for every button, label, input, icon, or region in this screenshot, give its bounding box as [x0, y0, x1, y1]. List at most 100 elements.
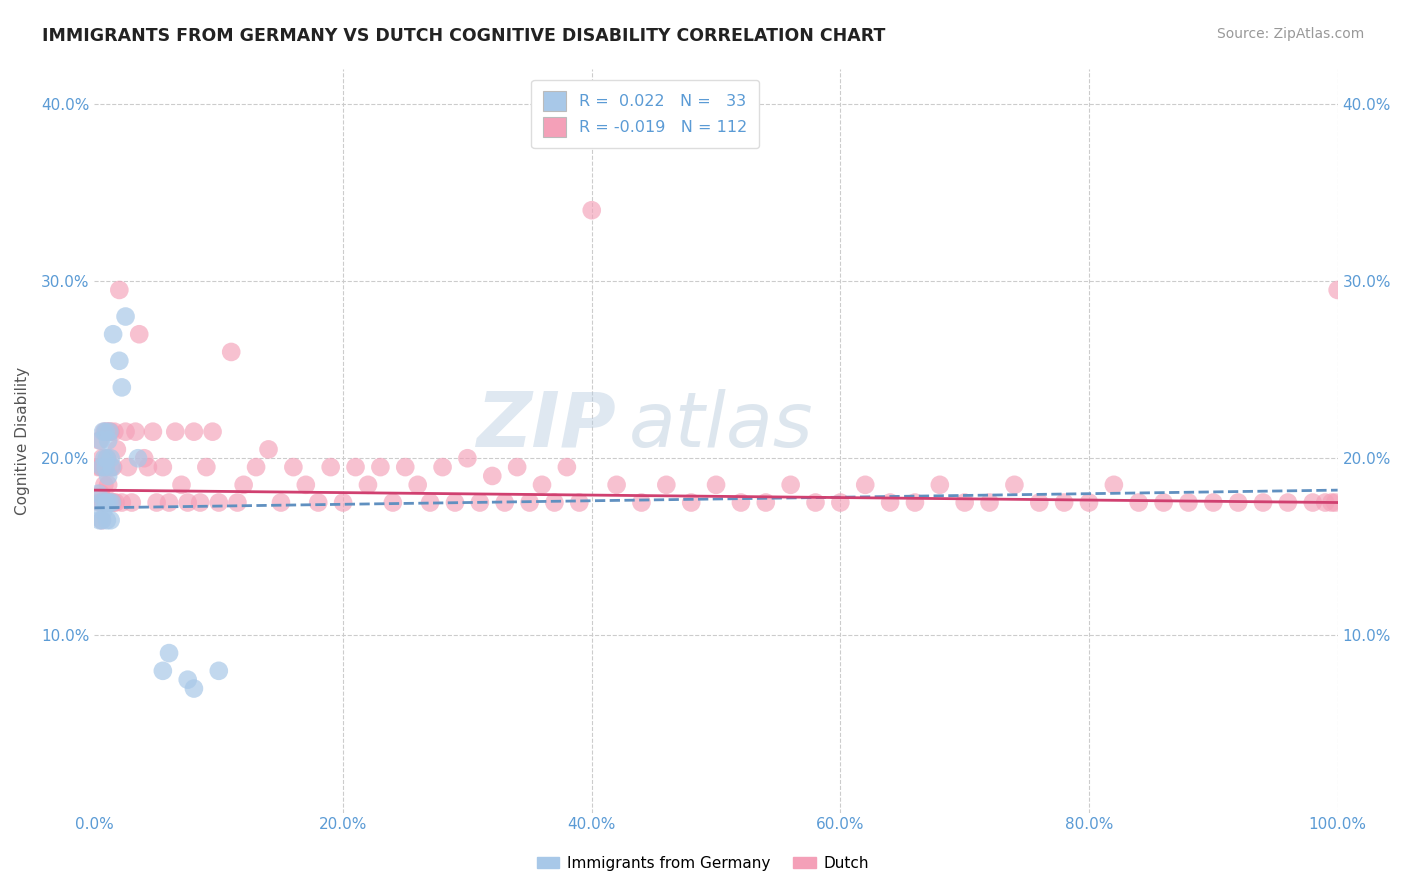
Point [91, 504, 114, 518]
Point [177, 673, 200, 687]
Point [134, 451, 156, 466]
Point [1227, 495, 1250, 509]
Point [456, 451, 478, 466]
Point [114, 425, 136, 439]
Point [94, 495, 117, 509]
Point [100, 451, 122, 466]
Point [257, 442, 280, 457]
Point [152, 460, 174, 475]
Point [219, 345, 242, 359]
Point [1002, 478, 1025, 492]
Point [177, 495, 200, 509]
Point [90, 495, 112, 509]
Point [183, 681, 205, 696]
Point [90, 460, 112, 475]
Point [101, 495, 124, 509]
Point [101, 327, 124, 342]
Point [127, 451, 149, 466]
Point [904, 495, 927, 509]
Point [90, 434, 112, 448]
Point [1078, 495, 1101, 509]
Text: Source: ZipAtlas.com: Source: ZipAtlas.com [1216, 27, 1364, 41]
Point [108, 353, 131, 368]
Point [124, 425, 146, 439]
Point [89, 434, 111, 448]
Legend: Immigrants from Germany, Dutch: Immigrants from Germany, Dutch [530, 850, 876, 877]
Point [96, 451, 118, 466]
Y-axis label: Cognitive Disability: Cognitive Disability [15, 367, 30, 515]
Point [157, 495, 180, 509]
Point [97, 434, 120, 448]
Point [101, 495, 124, 509]
Point [93, 425, 115, 439]
Point [581, 203, 603, 218]
Point [142, 425, 165, 439]
Point [381, 495, 404, 509]
Point [100, 460, 122, 475]
Point [953, 495, 976, 509]
Point [332, 495, 354, 509]
Point [1315, 495, 1337, 509]
Point [111, 380, 134, 394]
Point [93, 451, 115, 466]
Point [370, 460, 392, 475]
Point [94, 460, 117, 475]
Point [1053, 495, 1076, 509]
Point [117, 460, 139, 475]
Point [98, 425, 121, 439]
Point [100, 425, 122, 439]
Point [1324, 495, 1347, 509]
Point [730, 495, 752, 509]
Legend: R =  0.022   N =   33, R = -0.019   N = 112: R = 0.022 N = 33, R = -0.019 N = 112 [531, 80, 759, 148]
Point [1177, 495, 1199, 509]
Point [121, 495, 143, 509]
Point [195, 460, 218, 475]
Point [89, 513, 111, 527]
Point [97, 469, 120, 483]
Text: IMMIGRANTS FROM GERMANY VS DUTCH COGNITIVE DISABILITY CORRELATION CHART: IMMIGRANTS FROM GERMANY VS DUTCH COGNITI… [42, 27, 886, 45]
Point [91, 460, 114, 475]
Point [90, 513, 112, 527]
Point [1251, 495, 1274, 509]
Point [1277, 495, 1299, 509]
Point [1102, 478, 1125, 492]
Text: ZIP: ZIP [477, 389, 617, 463]
Point [128, 327, 150, 342]
Point [245, 460, 267, 475]
Point [481, 469, 503, 483]
Point [94, 460, 117, 475]
Point [357, 478, 380, 492]
Point [283, 460, 305, 475]
Point [94, 425, 117, 439]
Point [208, 664, 231, 678]
Point [1302, 495, 1324, 509]
Point [93, 478, 115, 492]
Point [543, 495, 565, 509]
Point [344, 460, 367, 475]
Point [406, 478, 429, 492]
Point [270, 495, 292, 509]
Point [98, 425, 121, 439]
Point [157, 646, 180, 660]
Point [853, 478, 876, 492]
Point [506, 460, 529, 475]
Point [87, 460, 110, 475]
Point [101, 495, 124, 509]
Point [145, 495, 167, 509]
Point [830, 495, 852, 509]
Point [90, 460, 112, 475]
Point [226, 495, 249, 509]
Point [1153, 495, 1175, 509]
Point [96, 425, 118, 439]
Point [90, 486, 112, 500]
Point [568, 495, 591, 509]
Point [188, 495, 211, 509]
Point [630, 495, 652, 509]
Point [419, 495, 441, 509]
Point [307, 495, 329, 509]
Point [98, 495, 121, 509]
Point [519, 495, 541, 509]
Point [108, 283, 131, 297]
Point [928, 478, 950, 492]
Point [152, 664, 174, 678]
